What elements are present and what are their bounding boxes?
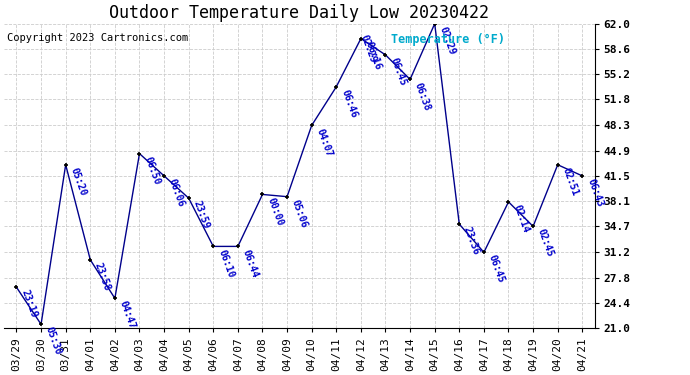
Text: 06:45: 06:45 — [486, 254, 506, 285]
Text: 05:06: 05:06 — [290, 198, 309, 229]
Point — [183, 195, 194, 201]
Point — [208, 243, 219, 249]
Text: 23:36: 23:36 — [462, 225, 482, 256]
Text: 02:29: 02:29 — [437, 25, 457, 56]
Text: 23:59: 23:59 — [191, 200, 211, 231]
Text: 02:14: 02:14 — [511, 203, 531, 234]
Point — [36, 321, 47, 327]
Text: Temperature (°F): Temperature (°F) — [391, 33, 505, 46]
Point — [429, 21, 440, 27]
Text: 06:46: 06:46 — [339, 88, 359, 119]
Text: 05:30: 05:30 — [44, 326, 63, 357]
Point — [159, 173, 170, 179]
Text: 06:45: 06:45 — [388, 56, 408, 87]
Text: 06:06: 06:06 — [167, 177, 186, 208]
Point — [577, 173, 588, 179]
Text: Copyright 2023 Cartronics.com: Copyright 2023 Cartronics.com — [7, 33, 188, 43]
Point — [306, 122, 317, 128]
Point — [109, 296, 120, 302]
Point — [331, 84, 342, 90]
Text: 04:07: 04:07 — [315, 127, 334, 158]
Point — [60, 162, 71, 168]
Text: 06:16: 06:16 — [364, 40, 383, 71]
Text: 00:00: 00:00 — [265, 196, 285, 227]
Title: Outdoor Temperature Daily Low 20230422: Outdoor Temperature Daily Low 20230422 — [110, 4, 489, 22]
Text: 04:47: 04:47 — [118, 300, 137, 331]
Point — [503, 199, 514, 205]
Point — [478, 249, 489, 255]
Point — [11, 284, 22, 290]
Text: 05:20: 05:20 — [68, 166, 88, 197]
Text: 06:10: 06:10 — [216, 248, 235, 279]
Point — [552, 162, 563, 168]
Point — [404, 76, 415, 82]
Point — [257, 192, 268, 198]
Point — [233, 243, 244, 249]
Text: 06:38: 06:38 — [413, 81, 433, 112]
Point — [454, 221, 465, 227]
Text: 23:58: 23:58 — [93, 261, 112, 292]
Text: 23:19: 23:19 — [19, 289, 39, 320]
Text: 06:43: 06:43 — [585, 177, 604, 208]
Point — [380, 52, 391, 58]
Point — [85, 257, 96, 263]
Text: 06:50: 06:50 — [142, 155, 161, 186]
Text: 02:45: 02:45 — [536, 228, 555, 259]
Point — [282, 194, 293, 200]
Text: 02:51: 02:51 — [560, 166, 580, 197]
Point — [134, 151, 145, 157]
Text: 06:44: 06:44 — [241, 248, 260, 279]
Point — [355, 36, 366, 42]
Text: 02:29: 02:29 — [358, 33, 378, 64]
Point — [528, 224, 539, 230]
